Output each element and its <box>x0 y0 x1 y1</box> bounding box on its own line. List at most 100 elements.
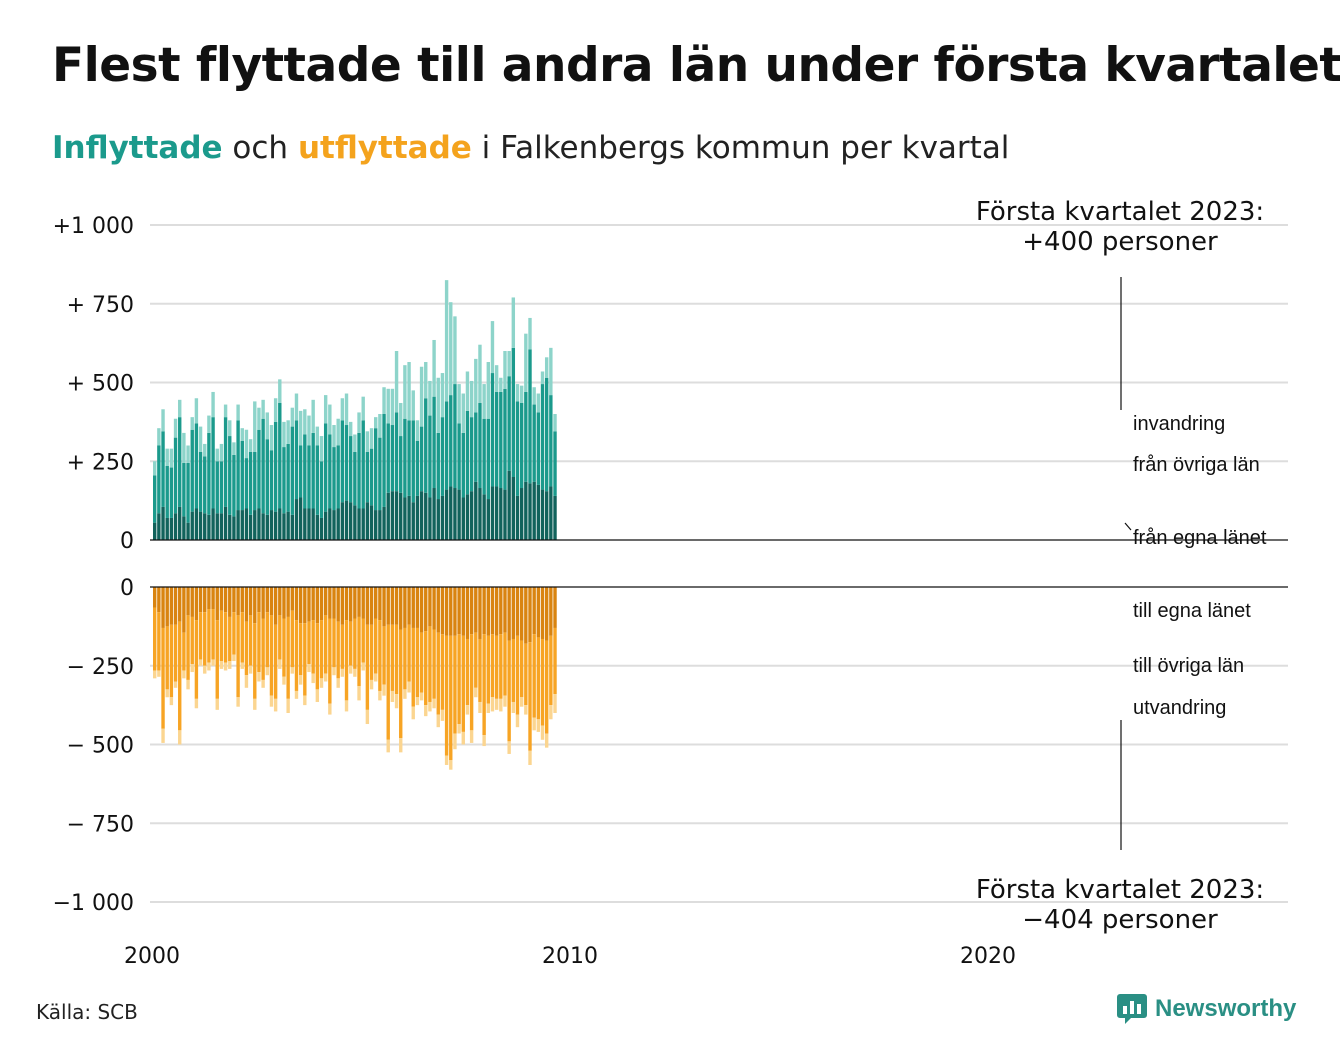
bar-in-segment <box>524 333 528 392</box>
bar-out-segment <box>449 760 453 770</box>
bar-out-segment <box>232 587 236 613</box>
bar-in-segment <box>461 497 465 540</box>
bar-out-segment <box>357 587 361 617</box>
bar-out-segment <box>461 635 465 732</box>
bar-out-segment <box>223 612 228 663</box>
bar-out-segment <box>265 612 269 668</box>
bar-out-segment <box>457 634 461 725</box>
bar-out-segment <box>332 667 336 676</box>
bar-in-segment <box>449 486 453 540</box>
bar-out-segment <box>240 612 244 663</box>
bar-in-segment <box>403 365 407 419</box>
bar-in-segment <box>269 450 274 511</box>
bar-out-segment <box>278 587 282 616</box>
bar-in-segment <box>357 412 361 433</box>
bar-in-segment <box>178 417 182 507</box>
bar-out-segment <box>253 698 257 710</box>
bar-out-segment <box>178 587 182 622</box>
bar-out-segment <box>428 587 432 627</box>
bar-out-segment <box>457 587 461 635</box>
bar-in-segment <box>278 379 282 403</box>
subtitle-out-word: utflyttade <box>297 130 472 166</box>
bar-out-segment <box>419 587 424 633</box>
bar-in-segment <box>453 488 457 540</box>
bar-out-segment <box>303 587 307 624</box>
bar-out-segment <box>444 755 449 765</box>
bar-in-segment <box>528 317 532 350</box>
bar-out-segment <box>261 587 265 619</box>
ytick-label-top: 0 <box>120 529 134 554</box>
bar-in-segment <box>428 415 432 498</box>
bar-out-segment <box>307 664 311 673</box>
bar-in-segment <box>211 508 215 540</box>
bar-out-segment <box>444 587 449 636</box>
bar-out-segment <box>182 670 186 679</box>
bar-out-segment <box>519 697 524 707</box>
bar-out-segment <box>161 627 165 729</box>
bar-in-segment <box>261 399 265 419</box>
bar-out-segment <box>157 612 161 671</box>
bar-out-segment <box>540 587 545 639</box>
bar-in-segment <box>303 508 307 540</box>
bar-in-segment <box>386 492 390 540</box>
bar-out-segment <box>219 610 224 662</box>
bar-out-segment <box>424 587 428 632</box>
bar-in-segment <box>336 445 340 509</box>
bar-out-segment <box>536 719 541 732</box>
bar-out-segment <box>553 587 557 628</box>
bar-in-segment <box>278 508 282 540</box>
bar-in-segment <box>219 513 224 540</box>
bar-out-segment <box>532 717 536 731</box>
bar-in-segment <box>369 448 374 506</box>
bar-out-segment <box>353 618 357 669</box>
bar-out-segment <box>361 587 365 619</box>
bar-out-segment <box>348 587 353 622</box>
bar-out-segment <box>490 587 495 635</box>
bar-in-segment <box>307 445 311 509</box>
bar-in-segment <box>490 373 495 487</box>
bar-in-segment <box>357 508 361 540</box>
bar-in-segment <box>244 458 249 509</box>
bar-out-segment <box>207 662 211 671</box>
bar-out-segment <box>173 587 178 625</box>
bar-in-segment <box>311 432 315 509</box>
bar-in-segment <box>424 362 428 399</box>
series-label-in: från egna länet <box>1133 527 1267 549</box>
bar-in-segment <box>503 351 507 389</box>
bar-out-segment <box>474 632 478 688</box>
bar-out-segment <box>336 587 340 622</box>
bar-out-segment <box>190 664 194 673</box>
bar-out-segment <box>290 587 295 611</box>
bar-in-segment <box>403 497 407 540</box>
bar-in-segment <box>282 513 286 540</box>
bar-out-segment <box>503 632 507 696</box>
bar-out-segment <box>269 587 274 616</box>
bar-out-segment <box>549 587 553 636</box>
bar-out-segment <box>315 689 320 702</box>
bar-in-segment <box>169 517 174 540</box>
bar-out-segment <box>528 750 532 765</box>
bar-out-segment <box>365 587 370 625</box>
bar-in-segment <box>440 417 445 496</box>
bar-in-segment <box>461 432 465 498</box>
bar-out-segment <box>236 697 240 707</box>
bar-in-segment <box>328 508 332 540</box>
bar-out-segment <box>323 673 328 682</box>
bar-in-segment <box>240 510 244 540</box>
bar-out-segment <box>494 587 499 636</box>
bar-out-segment <box>203 587 207 613</box>
series-label-in: från övriga län <box>1133 454 1260 476</box>
bar-out-segment <box>298 587 303 624</box>
ytick-label-top: + 500 <box>67 372 134 397</box>
bar-out-segment <box>549 705 553 720</box>
bar-out-segment <box>344 700 349 712</box>
bar-in-segment <box>203 456 207 514</box>
bar-in-segment <box>436 499 440 540</box>
bar-out-segment <box>549 635 553 706</box>
bar-out-segment <box>165 587 169 627</box>
bar-in-segment <box>482 384 486 419</box>
bar-out-segment <box>315 623 320 690</box>
bar-in-segment <box>411 502 415 540</box>
bar-in-segment <box>378 437 382 511</box>
